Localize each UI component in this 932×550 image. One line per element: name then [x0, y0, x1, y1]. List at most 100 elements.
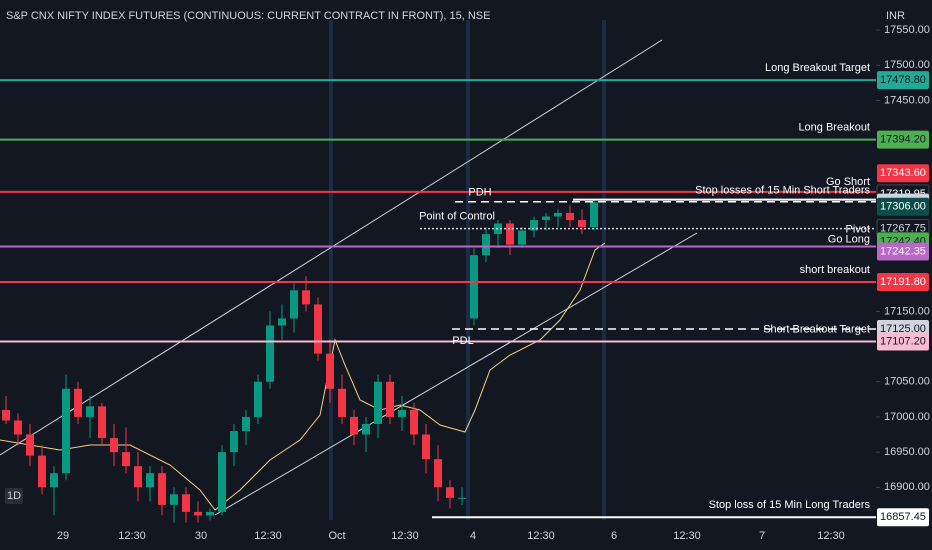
- candle-body: [422, 434, 430, 460]
- price-box-label: 16857.45: [880, 511, 926, 523]
- candle-body: [2, 409, 10, 421]
- y-tick-label: 16900.00: [884, 481, 930, 493]
- level-label: PDH: [468, 187, 491, 199]
- y-tick-label: 17000.00: [884, 411, 930, 423]
- candle-body: [470, 255, 478, 319]
- candle-body: [446, 487, 454, 498]
- price-box-label: 17343.60: [880, 167, 926, 179]
- currency: INR: [886, 10, 905, 22]
- candle-body: [458, 497, 466, 499]
- x-tick-label: 12:30: [817, 530, 845, 542]
- candle-body: [374, 381, 382, 424]
- price-box: [877, 508, 929, 527]
- x-tick-label: 29: [57, 530, 69, 542]
- level-label: Stop loss of 15 Min Long Traders: [709, 499, 871, 511]
- y-tick-label: 16950.00: [884, 446, 930, 458]
- candle-body: [518, 230, 526, 245]
- price-box-label: 17394.20: [880, 134, 926, 146]
- x-tick-label: 12:30: [673, 530, 701, 542]
- x-tick-label: 12:30: [254, 530, 282, 542]
- candle-body: [566, 212, 574, 220]
- candle-body: [554, 212, 562, 217]
- y-tick-label: 17050.00: [884, 376, 930, 388]
- interval-button-label[interactable]: 1D: [7, 490, 21, 502]
- candle-body: [314, 304, 322, 354]
- price-box: [877, 332, 929, 351]
- session-band: [602, 20, 606, 520]
- candle-body: [434, 459, 442, 488]
- candle-body: [254, 381, 262, 417]
- candle-body: [194, 511, 202, 516]
- price-box: [877, 273, 929, 292]
- candle-body: [170, 494, 178, 505]
- price-box-label: 17107.20: [880, 335, 926, 347]
- candle-body: [578, 219, 586, 228]
- trend-line: [0, 39, 663, 456]
- candle-body: [242, 416, 250, 432]
- level-label: Short Breakout Target: [763, 323, 870, 335]
- candle-body: [134, 466, 142, 488]
- candle-body: [122, 452, 130, 467]
- candle-body: [26, 434, 34, 456]
- candle-body: [302, 290, 310, 305]
- candle-body: [398, 409, 406, 417]
- candle-body: [386, 381, 394, 417]
- candle-body: [182, 494, 190, 512]
- level-label: Stop losses of 15 Min Short Traders: [695, 184, 870, 196]
- level-label: Long Breakout: [798, 122, 870, 134]
- level-label: Long Breakout Target: [765, 62, 870, 74]
- price-box-label: 17125.00: [880, 323, 926, 335]
- level-label: short breakout: [800, 264, 870, 276]
- candle-body: [590, 202, 598, 228]
- level-label: Go Short: [826, 176, 870, 188]
- x-tick-label: 7: [759, 530, 765, 542]
- candle-body: [230, 431, 238, 453]
- x-tick-label: 12:30: [118, 530, 146, 542]
- candle-body: [50, 473, 58, 488]
- candle-body: [530, 219, 538, 231]
- interval-button[interactable]: [5, 488, 23, 504]
- candle-body: [158, 473, 166, 505]
- candle-body: [350, 416, 358, 435]
- candle-body: [290, 290, 298, 319]
- price-box-label: 17191.80: [880, 276, 926, 288]
- candle-body: [506, 223, 514, 245]
- price-box: [877, 197, 929, 216]
- y-tick-label: 17150.00: [884, 305, 930, 317]
- candle-body: [482, 234, 490, 256]
- candle-body: [38, 455, 46, 488]
- level-label: PDL: [452, 335, 473, 347]
- session-band: [466, 20, 470, 520]
- level-label: Pivot: [846, 223, 870, 235]
- chart-title: S&P CNX NIFTY INDEX FUTURES (CONTINUOUS:…: [6, 10, 490, 22]
- price-box-label: 17242.35: [880, 245, 926, 257]
- price-box: [877, 71, 929, 90]
- price-box: [877, 164, 929, 183]
- x-tick-label: 12:30: [527, 530, 555, 542]
- trend-line: [214, 232, 698, 516]
- x-tick-label: 4: [470, 530, 476, 542]
- candle-body: [410, 409, 418, 435]
- candle-body: [266, 325, 274, 382]
- session-band: [329, 20, 333, 520]
- candle-body: [110, 438, 118, 453]
- price-box-label: 17478.80: [880, 74, 926, 86]
- y-tick-label: 17500.00: [884, 59, 930, 71]
- candle-body: [74, 388, 82, 417]
- candle-body: [146, 473, 154, 488]
- candle-body: [86, 406, 94, 417]
- price-box: [877, 130, 929, 149]
- candle-body: [542, 216, 550, 220]
- level-label: Go Long: [828, 233, 870, 245]
- x-tick-label: 6: [611, 530, 617, 542]
- candle-body: [338, 388, 346, 417]
- y-tick-label: 17450.00: [884, 94, 930, 106]
- vwap-line: [0, 242, 606, 511]
- level-label: Point of Control: [419, 211, 495, 223]
- y-tick-label: 17550.00: [884, 24, 930, 36]
- price-box-label: 17267.75: [880, 223, 926, 235]
- x-tick-label: 12:30: [391, 530, 419, 542]
- x-tick-label: 30: [195, 530, 207, 542]
- candle-body: [278, 318, 286, 326]
